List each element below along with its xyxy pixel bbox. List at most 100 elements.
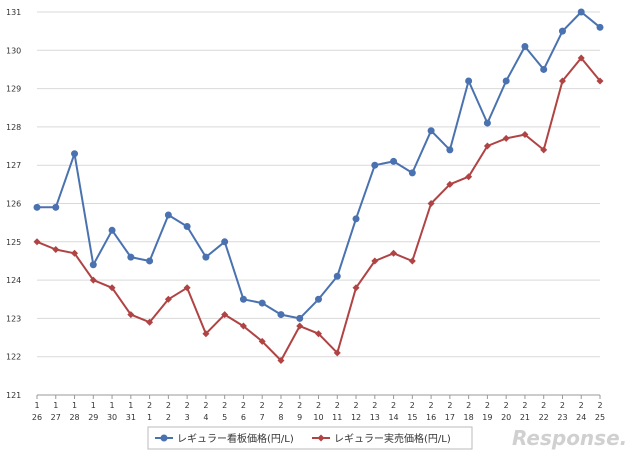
y-tick-label: 121 <box>6 391 21 400</box>
x-tick-day: 14 <box>388 413 398 422</box>
y-tick-label: 128 <box>6 123 21 132</box>
x-tick-day: 31 <box>126 413 136 422</box>
data-point-signboard <box>71 150 79 158</box>
x-tick-day: 27 <box>51 413 61 422</box>
data-point-signboard <box>390 157 398 165</box>
series-layer <box>33 8 604 365</box>
data-point-signboard <box>371 161 379 169</box>
data-point-actual <box>202 330 210 338</box>
data-point-actual <box>577 54 585 62</box>
data-point-signboard <box>127 253 135 261</box>
data-point-actual <box>446 180 454 188</box>
y-tick-label: 129 <box>6 85 21 94</box>
data-point-signboard <box>239 295 247 303</box>
data-point-signboard <box>146 257 154 265</box>
x-tick-day: 20 <box>501 413 511 422</box>
data-point-actual <box>183 284 191 292</box>
y-tick-label: 122 <box>6 353 21 362</box>
data-point-actual <box>427 200 435 207</box>
x-tick-month: 2 <box>447 401 452 410</box>
data-point-actual <box>296 322 304 330</box>
data-point-actual <box>127 311 135 319</box>
data-point-signboard <box>408 169 416 177</box>
y-tick-label: 124 <box>6 276 21 285</box>
data-point-actual <box>221 311 229 319</box>
x-tick-day: 13 <box>370 413 380 422</box>
x-tick-day: 30 <box>107 413 117 422</box>
data-point-signboard <box>277 311 285 319</box>
x-tick-day: 1 <box>147 413 152 422</box>
x-tick-month: 1 <box>128 401 133 410</box>
x-tick-day: 17 <box>445 413 455 422</box>
data-point-actual <box>315 330 322 338</box>
data-point-signboard <box>352 215 360 223</box>
data-point-actual <box>465 173 473 181</box>
y-tick-label: 123 <box>6 314 21 323</box>
x-tick-day: 2 <box>166 413 171 422</box>
data-point-signboard <box>596 23 604 31</box>
data-point-actual <box>164 295 172 303</box>
data-point-signboard <box>183 222 191 230</box>
data-point-signboard <box>33 203 41 211</box>
x-tick-day: 7 <box>260 413 265 422</box>
x-tick-month: 2 <box>335 401 340 410</box>
response-watermark: Response. <box>512 426 628 450</box>
x-tick-day: 24 <box>576 413 586 422</box>
data-point-actual <box>408 257 416 265</box>
data-point-signboard <box>521 42 529 50</box>
x-tick-day: 4 <box>203 413 208 422</box>
x-tick-month: 2 <box>485 401 490 410</box>
data-point-actual <box>540 146 548 154</box>
data-point-actual <box>483 142 491 150</box>
x-tick-day: 21 <box>520 413 530 422</box>
x-tick-month: 2 <box>241 401 246 410</box>
y-axis-ticks: 121 122 123 124 125 126 127 128 129 130 131 <box>6 8 21 400</box>
data-point-actual <box>71 249 79 257</box>
x-tick-month: 2 <box>579 401 584 410</box>
legend-marker-signboard <box>160 434 168 442</box>
data-point-actual <box>352 284 360 292</box>
x-tick-month: 2 <box>353 401 358 410</box>
x-tick-month: 1 <box>91 401 96 410</box>
x-tick-month: 2 <box>278 401 283 410</box>
data-point-actual <box>258 337 266 345</box>
data-point-signboard <box>52 203 60 211</box>
data-point-actual <box>502 134 510 142</box>
x-tick-day: 5 <box>222 413 227 422</box>
data-point-signboard <box>577 8 585 16</box>
x-tick-month: 2 <box>147 401 152 410</box>
x-tick-month: 2 <box>166 401 171 410</box>
x-tick-month: 2 <box>541 401 546 410</box>
x-tick-month: 2 <box>466 401 471 410</box>
data-point-signboard <box>315 295 322 303</box>
x-tick-month: 2 <box>260 401 265 410</box>
data-point-actual <box>146 318 154 326</box>
y-tick-label: 131 <box>6 8 21 17</box>
x-tick-day: 23 <box>557 413 567 422</box>
x-tick-day: 16 <box>426 413 436 422</box>
x-tick-day: 25 <box>595 413 605 422</box>
data-point-signboard <box>558 27 566 35</box>
x-tick-month: 2 <box>522 401 527 410</box>
data-point-signboard <box>221 238 229 246</box>
x-tick-day: 22 <box>539 413 549 422</box>
data-point-signboard <box>333 272 341 280</box>
x-tick-month: 1 <box>110 401 115 410</box>
x-tick-month: 2 <box>560 401 565 410</box>
data-point-signboard <box>108 226 116 234</box>
data-point-actual <box>277 357 285 365</box>
x-tick-day: 15 <box>407 413 417 422</box>
data-point-signboard <box>258 299 266 307</box>
x-axis-ticks: 1261271281291301312122232425262728292102… <box>32 395 605 422</box>
x-tick-day: 18 <box>464 413 474 422</box>
legend: レギュラー看板価格(円/L) レギュラー実売価格(円/L) <box>147 426 473 450</box>
x-tick-day: 8 <box>278 413 283 422</box>
data-point-actual <box>596 77 604 85</box>
data-point-actual <box>390 249 398 257</box>
x-tick-month: 2 <box>297 401 302 410</box>
data-point-actual <box>239 322 247 330</box>
x-tick-month: 1 <box>53 401 58 410</box>
data-point-signboard <box>483 119 491 127</box>
y-tick-label: 126 <box>6 200 21 209</box>
